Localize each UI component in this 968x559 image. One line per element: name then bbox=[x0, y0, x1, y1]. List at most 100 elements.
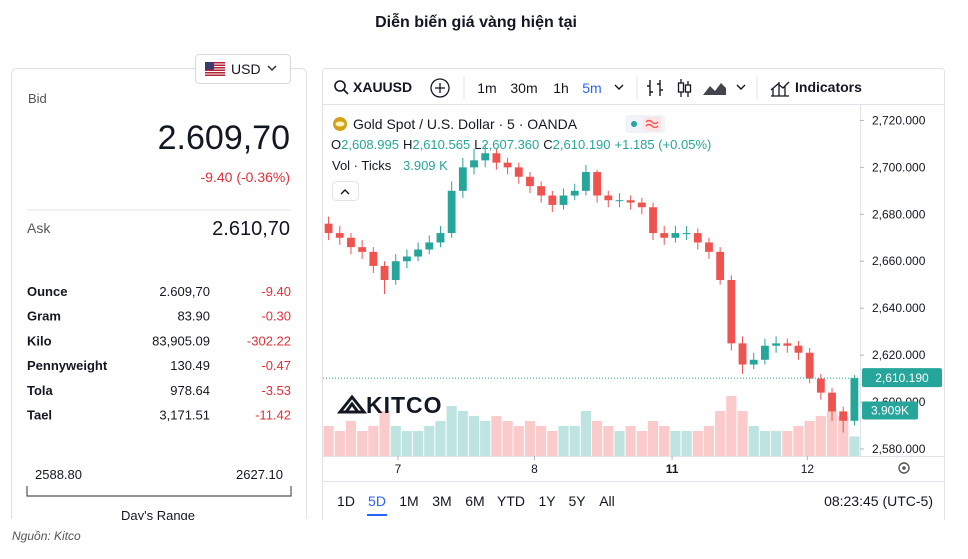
candle-body bbox=[671, 233, 680, 238]
currency-box[interactable] bbox=[195, 54, 291, 84]
clock: 08:23:45 (UTC-5) bbox=[824, 493, 933, 509]
bar-style-icon[interactable] bbox=[647, 80, 663, 96]
volume-bar bbox=[502, 421, 513, 456]
volume-bar bbox=[357, 431, 368, 456]
settings-icon[interactable] bbox=[898, 462, 910, 474]
candle-body bbox=[749, 359, 758, 365]
row-value: 3,171.51 bbox=[159, 408, 210, 423]
ohlc-key: O bbox=[331, 137, 341, 152]
volume-bar bbox=[524, 421, 536, 456]
chevron bbox=[614, 84, 624, 90]
interval[interactable]: 1h bbox=[553, 80, 569, 96]
volume-bar bbox=[692, 431, 703, 456]
candle-icon bbox=[677, 82, 685, 93]
range-button[interactable]: 5D bbox=[368, 493, 386, 509]
volume-bar bbox=[480, 421, 491, 456]
volume-bar bbox=[390, 426, 401, 456]
range-button[interactable]: All bbox=[599, 493, 615, 509]
candle-body bbox=[503, 162, 512, 168]
flag-stripes bbox=[205, 63, 225, 75]
symbol-logo bbox=[335, 121, 345, 127]
candle-body bbox=[760, 345, 769, 360]
volume-bar bbox=[782, 431, 793, 456]
ask-label: Ask bbox=[27, 220, 51, 236]
area-icon[interactable] bbox=[703, 83, 726, 95]
row-name: Kilo bbox=[27, 333, 52, 348]
currency[interactable]: USD bbox=[231, 61, 261, 77]
row-name: Tola bbox=[27, 383, 54, 398]
range-button[interactable]: 5Y bbox=[568, 493, 586, 509]
volume-bar bbox=[703, 426, 715, 456]
volume-bar bbox=[547, 431, 558, 456]
row-change: -0.47 bbox=[261, 358, 291, 373]
delay-badge bbox=[643, 117, 661, 131]
range-button[interactable]: 3M bbox=[432, 493, 451, 509]
candle-body bbox=[425, 242, 434, 250]
quote-content: Bid 2.609,70 -9.40 (-0.36%) Ask 2.610,70… bbox=[26, 91, 292, 520]
plot-area bbox=[323, 143, 860, 456]
interval[interactable]: 1m bbox=[477, 80, 496, 96]
candle-body bbox=[347, 237, 355, 248]
volume-bar bbox=[636, 431, 647, 456]
candle-body bbox=[816, 378, 825, 393]
volume-bar bbox=[592, 421, 603, 456]
volume-bar bbox=[345, 421, 357, 456]
candle-body bbox=[637, 202, 646, 208]
range-button[interactable]: 1Y bbox=[538, 493, 556, 509]
search-icon[interactable] bbox=[334, 80, 346, 92]
indicators[interactable]: Indicators bbox=[795, 79, 862, 95]
candle-body bbox=[794, 345, 803, 353]
candle-body bbox=[402, 256, 411, 262]
candle-body bbox=[772, 343, 781, 346]
ask-price: 2.610,70 bbox=[212, 218, 290, 240]
ohlc-value: 2,610.190 bbox=[553, 137, 611, 152]
interval[interactable]: 30m bbox=[510, 80, 537, 96]
last-price-tag bbox=[862, 368, 942, 388]
candle-icon bbox=[684, 84, 692, 93]
add-symbol[interactable] bbox=[430, 78, 450, 98]
ohlc-change: +1.185 (+0.05%) bbox=[615, 137, 712, 152]
candle-body bbox=[783, 343, 792, 346]
ohlc-value: 2,608.995 bbox=[341, 137, 399, 152]
volume-bar bbox=[457, 411, 468, 456]
candle-body bbox=[559, 195, 568, 205]
market-status bbox=[631, 121, 637, 127]
indicators-icon[interactable] bbox=[770, 81, 790, 97]
volume-bar bbox=[737, 411, 748, 456]
candle-body bbox=[693, 233, 702, 243]
range-button[interactable]: YTD bbox=[497, 493, 525, 509]
row-value: 2.609,70 bbox=[159, 284, 210, 299]
candle-body bbox=[414, 249, 423, 257]
candle-body bbox=[514, 167, 523, 177]
volume-bar bbox=[569, 426, 580, 456]
range-active bbox=[367, 514, 387, 516]
y-tick-label: 2,580.000 bbox=[872, 442, 926, 456]
row-value: 978.64 bbox=[170, 383, 210, 398]
candle-body bbox=[369, 251, 378, 266]
range-button[interactable]: 1M bbox=[399, 493, 418, 509]
panel-cut bbox=[0, 519, 320, 559]
volume-bar bbox=[413, 431, 424, 456]
volume-bar bbox=[580, 411, 591, 456]
watermark-text: KITCO bbox=[366, 392, 443, 418]
candle-body bbox=[458, 167, 467, 191]
bid-price: 2.609,70 bbox=[158, 119, 290, 157]
currency-select[interactable]: USD bbox=[195, 54, 291, 84]
symbol[interactable]: XAUUSD bbox=[353, 79, 412, 95]
row-name: Ounce bbox=[27, 284, 67, 299]
panel-cut bbox=[318, 520, 958, 559]
volume-bar bbox=[804, 421, 815, 456]
range-low: 2588.80 bbox=[35, 467, 82, 482]
x-tick-label: 8 bbox=[531, 462, 538, 476]
y-tick-label: 2,720.000 bbox=[872, 113, 926, 127]
ohlc-value: 2,610.565 bbox=[412, 137, 470, 152]
candle-body bbox=[537, 186, 546, 196]
interval[interactable]: 5m bbox=[582, 80, 601, 96]
volume-bar bbox=[838, 416, 849, 456]
volume-bar bbox=[815, 416, 826, 456]
range-bar bbox=[26, 486, 292, 497]
range-button[interactable]: 6M bbox=[465, 493, 484, 509]
row-name: Tael bbox=[27, 408, 52, 423]
range-button[interactable]: 1D bbox=[337, 493, 355, 509]
candle-body bbox=[380, 265, 389, 280]
